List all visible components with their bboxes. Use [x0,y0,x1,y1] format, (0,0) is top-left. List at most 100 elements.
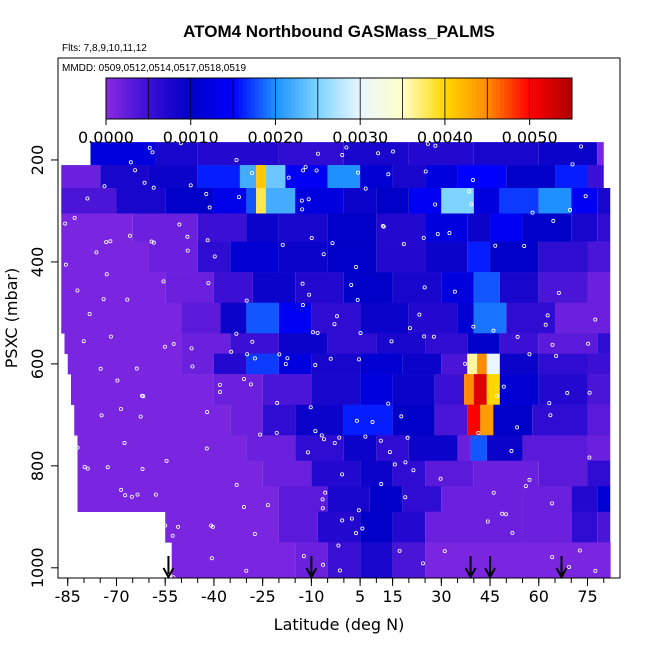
colorbar-swatch [479,78,485,119]
sample-point [567,564,572,569]
sample-point [523,484,528,489]
heatmap-cell [197,165,240,189]
sample-point [354,531,359,536]
heatmap-cell [327,213,377,242]
sample-point [204,446,209,451]
x-axis: -85 -70 -55 -40 -25 -10 5 15 30 45 60 75 [55,578,605,606]
colorbar-swatch [519,78,525,119]
sample-point [360,526,365,531]
heatmap-cell [181,302,221,334]
heatmap-cell [587,460,611,487]
sample-point [308,405,313,410]
sample-point [319,433,324,438]
heatmap-cell [74,404,231,436]
heatmap-cell [441,353,468,375]
heatmap-cell [220,302,247,334]
heatmap-cell [408,435,458,462]
heatmap-cell [343,404,393,436]
heatmap-cell [213,353,247,375]
sample-point [209,523,214,528]
y-axis-title: PSXC (mbar) [2,268,21,368]
sample-point [250,171,255,176]
sample-point [309,235,314,240]
colorbar-tick-label: 0.0000 [78,128,134,147]
sample-point [391,149,396,154]
colorbar-swatch [423,78,428,119]
colorbar-swatch [523,78,529,119]
heatmap-cell [499,353,539,375]
heatmap-cell [116,188,166,214]
colorbar-swatch [411,78,416,119]
sample-point [300,281,305,286]
heatmap-cell [571,213,598,242]
sample-point [405,435,410,440]
heatmap-cell [295,272,344,304]
colorbar-tick-label: 0.0030 [332,128,388,147]
sample-point [134,366,139,371]
heatmap-cell [265,165,286,189]
sample-point [102,184,107,189]
colorbar-swatch [322,78,328,119]
colorbar-swatch [142,78,147,119]
sample-point [320,506,325,511]
heatmap-cell [587,165,604,189]
sample-point [94,250,99,255]
sample-point [245,352,250,357]
heatmap-cell [256,165,266,189]
sample-point [244,568,249,573]
heatmap-cell [571,486,598,513]
heatmap-cell [522,435,588,462]
sample-point [547,401,552,406]
heatmap-cell [171,542,296,578]
sample-point [320,497,325,502]
heatmap-cell [327,165,361,189]
colorbar-swatch [355,78,360,119]
sample-point [170,533,175,538]
heatmap-cell [486,435,523,462]
colorbar-swatch [282,78,288,119]
sample-point [423,169,428,174]
sample-point [403,495,408,500]
sample-point [527,352,532,357]
heatmap-cell [311,374,361,405]
colorbar-swatch [242,78,248,119]
sample-point [242,376,247,381]
sample-point [349,283,354,288]
heatmap-cell [262,460,312,487]
sample-point [99,413,104,418]
sample-point [522,243,527,248]
sample-point [81,339,86,344]
heatmap-cell [597,333,611,354]
colorbar-swatch [403,78,408,119]
sample-point [301,168,306,173]
x-axis-title: Latitude (deg N) [274,615,405,634]
heatmap-cell [499,333,539,354]
heatmap-cell [61,241,149,273]
dates-label: MMDD: 0509,0512,0514,0517,0518,0519 [62,63,246,74]
heatmap-cell [441,188,474,214]
colorbar-swatch [507,78,513,119]
sample-point [252,356,257,361]
x-tick-label: -10 [298,587,324,606]
heatmap-cell [470,435,487,462]
sample-point [337,435,342,440]
heatmap-cell [165,511,279,543]
colorbar-swatch [495,78,501,119]
x-tick-label: 5 [355,587,365,606]
sample-point [299,198,304,203]
sample-point [491,328,496,333]
sample-point [207,205,212,210]
sample-point [252,531,257,536]
heatmap-cell [392,374,435,405]
sample-point [205,238,210,243]
colorbar-swatch [258,78,264,119]
sample-point [491,490,496,495]
heatmap-cell [67,353,182,375]
x-tick-label: 60 [529,587,549,606]
colorbar-swatch [278,78,284,119]
colorbar-swatch [491,78,497,119]
heatmap-cell [408,142,474,166]
heatmap-cell [278,142,344,166]
colorbar-tick-label: 0.0050 [502,128,558,147]
colorbar-swatch [122,78,127,119]
